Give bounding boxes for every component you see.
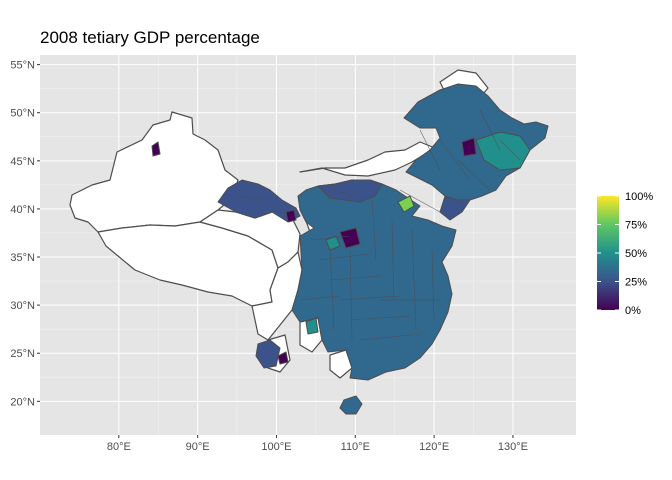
region-gansu-band bbox=[217, 179, 301, 223]
legend: 0% 25% 50% 75% 100% bbox=[597, 191, 653, 317]
y-tick-label: 30°N bbox=[10, 300, 35, 312]
x-tick-label: 90°E bbox=[186, 441, 210, 453]
region-heilongjiang-east bbox=[475, 131, 531, 171]
map-panel bbox=[40, 55, 576, 435]
y-tick-label: 35°N bbox=[10, 252, 35, 264]
prefecture-line bbox=[431, 249, 435, 321]
region-west-sichuan bbox=[251, 251, 303, 341]
prefecture-line bbox=[419, 129, 441, 171]
x-tick-label: 100°E bbox=[261, 441, 291, 453]
x-tick-label: 120°E bbox=[419, 441, 449, 453]
region-hulunbuir bbox=[403, 83, 549, 207]
y-tick-label: 40°N bbox=[10, 204, 35, 216]
prefecture-line bbox=[339, 295, 401, 301]
region-yunnan-dark bbox=[277, 351, 289, 365]
legend-label: 0% bbox=[625, 305, 641, 317]
region-beijing bbox=[397, 195, 415, 213]
prefecture-line bbox=[299, 295, 341, 301]
region-taiyuan-teal bbox=[325, 235, 341, 251]
region-daqing bbox=[461, 137, 477, 157]
y-tick-label: 55°N bbox=[10, 60, 35, 72]
region-ningxia-dark bbox=[285, 209, 297, 223]
region-hainan bbox=[339, 395, 363, 415]
prefecture-line bbox=[329, 275, 381, 281]
prefecture-line bbox=[359, 333, 421, 341]
prefecture-line bbox=[411, 229, 417, 331]
region-shanxi-dark bbox=[339, 227, 361, 249]
y-tick-label: 20°N bbox=[10, 396, 35, 408]
x-tick-label: 80°E bbox=[107, 441, 131, 453]
prefecture-line bbox=[329, 189, 361, 197]
prefecture-line bbox=[329, 249, 335, 331]
legend-label: 25% bbox=[625, 277, 647, 289]
prefecture-line bbox=[371, 199, 377, 261]
legend-label: 75% bbox=[625, 220, 647, 232]
x-tick-label: 110°E bbox=[341, 441, 370, 453]
prefecture-line bbox=[235, 195, 271, 201]
prefecture-line bbox=[499, 139, 521, 161]
legend-label: 100% bbox=[625, 191, 653, 203]
region-guangxi-west bbox=[329, 349, 353, 379]
y-tick-label: 50°N bbox=[10, 108, 35, 120]
region-urumqi bbox=[151, 141, 161, 157]
y-tick-label: 45°N bbox=[10, 156, 35, 168]
prefecture-line bbox=[349, 315, 411, 321]
x-tick-label: 130°E bbox=[498, 441, 528, 453]
prefecture-line bbox=[399, 189, 441, 213]
prefecture-line bbox=[349, 249, 353, 341]
legend-label: 50% bbox=[625, 248, 647, 260]
prefecture-line bbox=[391, 219, 395, 301]
prefecture-line bbox=[309, 235, 351, 241]
regions-no-data bbox=[69, 69, 489, 379]
prefecture-boundaries bbox=[235, 109, 521, 341]
legend-ticks: 0% 25% 50% 75% 100% bbox=[597, 191, 653, 317]
regions-with-data bbox=[151, 83, 549, 415]
y-tick-label: 25°N bbox=[10, 348, 35, 360]
chart-title: 2008 tetiary GDP percentage bbox=[40, 28, 260, 47]
x-axis: 80°E 90°E 100°E 110°E 120°E 130°E bbox=[107, 435, 528, 453]
prefecture-line bbox=[319, 253, 371, 261]
prefecture-line bbox=[479, 109, 501, 151]
prefecture-line bbox=[457, 159, 491, 191]
region-yunnan-south bbox=[255, 339, 281, 369]
prefecture-line bbox=[439, 139, 471, 181]
region-alxa bbox=[317, 179, 383, 203]
region-guizhou-teal bbox=[305, 317, 319, 335]
y-axis: 20°N 25°N 30°N 35°N 40°N 45°N 50°N 55°N bbox=[10, 60, 40, 408]
legend-colorbar bbox=[597, 196, 619, 310]
